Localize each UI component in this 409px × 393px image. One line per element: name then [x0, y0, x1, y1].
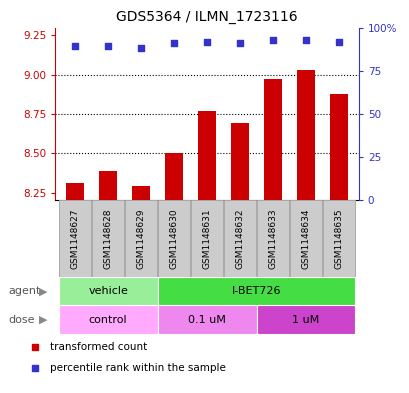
Point	[32, 343, 38, 350]
Point	[72, 43, 78, 50]
Bar	[329, 94, 347, 200]
Text: GSM1148634: GSM1148634	[301, 209, 310, 269]
Bar	[198, 111, 216, 200]
Text: agent: agent	[8, 286, 40, 296]
Bar	[58, 200, 91, 277]
Text: transformed count: transformed count	[50, 342, 147, 352]
Text: ▶: ▶	[39, 314, 47, 325]
Bar	[58, 277, 157, 305]
Point	[236, 40, 243, 46]
Bar	[124, 200, 157, 277]
Point	[335, 39, 342, 45]
Text: GSM1148632: GSM1148632	[235, 209, 244, 269]
Text: I-BET726: I-BET726	[231, 286, 281, 296]
Text: ▶: ▶	[39, 286, 47, 296]
Point	[171, 40, 177, 46]
Bar	[256, 305, 355, 334]
Text: dose: dose	[8, 314, 35, 325]
Bar	[58, 305, 157, 334]
Point	[269, 37, 276, 43]
Point	[105, 43, 111, 50]
Bar	[263, 79, 281, 200]
Bar	[164, 153, 183, 200]
Bar	[157, 305, 256, 334]
Point	[203, 39, 210, 45]
Text: vehicle: vehicle	[88, 286, 128, 296]
Point	[32, 365, 38, 371]
Bar	[223, 200, 256, 277]
Bar	[230, 123, 249, 200]
Bar	[289, 200, 321, 277]
Bar	[66, 183, 84, 200]
Bar	[92, 200, 124, 277]
Bar	[256, 200, 289, 277]
Title: GDS5364 / ILMN_1723116: GDS5364 / ILMN_1723116	[116, 10, 297, 24]
Bar	[190, 200, 223, 277]
Bar	[157, 277, 355, 305]
Text: GSM1148635: GSM1148635	[334, 208, 343, 269]
Text: control: control	[89, 314, 127, 325]
Bar	[99, 171, 117, 200]
Text: 0.1 uM: 0.1 uM	[188, 314, 225, 325]
Text: 1 uM: 1 uM	[292, 314, 319, 325]
Text: GSM1148627: GSM1148627	[70, 209, 79, 269]
Bar	[132, 186, 150, 200]
Bar	[296, 70, 314, 200]
Point	[302, 37, 308, 43]
Point	[137, 45, 144, 51]
Bar	[157, 200, 190, 277]
Bar	[322, 200, 355, 277]
Text: GSM1148628: GSM1148628	[103, 209, 112, 269]
Text: GSM1148633: GSM1148633	[268, 208, 277, 269]
Text: GSM1148629: GSM1148629	[136, 209, 145, 269]
Text: percentile rank within the sample: percentile rank within the sample	[50, 363, 225, 373]
Text: GSM1148631: GSM1148631	[202, 208, 211, 269]
Text: GSM1148630: GSM1148630	[169, 208, 178, 269]
